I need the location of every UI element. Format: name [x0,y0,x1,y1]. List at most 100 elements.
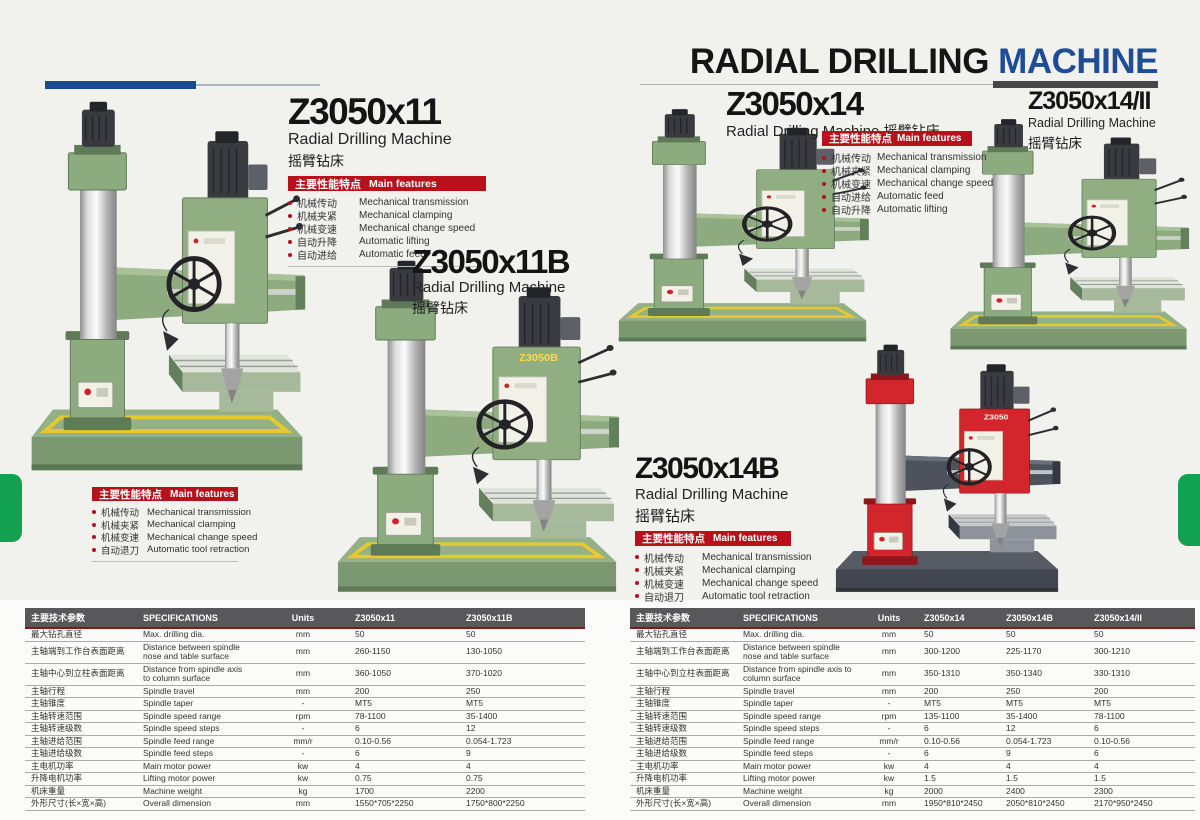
feature-item: 自动进给 Automatic feed [822,190,982,204]
bullet-icon [288,252,292,257]
feature-item: 机械变速 Mechanical change speed [288,222,498,237]
feature-en: Automatic tool retraction [147,544,250,556]
unit-cell: - [257,747,349,761]
table-row: 外形尺寸(长×宽×高) Overall dimension mm 1550*705*2… [25,797,585,811]
svg-text:Z3050B: Z3050B [519,354,558,364]
table-row: 主轴进给级数 Spindle feed steps -6 9 [25,747,585,761]
bullet-icon [822,181,826,186]
param-cn-cell: 主轴锥度 [630,697,737,711]
banner-cn: 主要性能特点 [295,178,361,191]
spec-cell: Spindle speed range [737,710,860,723]
table-row: 机床重量 Machine weight kg 2000 2400 2300 [630,785,1195,798]
value-cell: 200 [1088,685,1195,698]
param-cn-cell: 主轴转速范围 [25,710,137,723]
banner-cn: 主要性能特点 [99,488,162,501]
value-cell: 2400 [1000,785,1088,798]
unit-cell: mm [860,641,918,664]
feature-cn: 机械变速 [297,225,337,237]
value-cell: 2050*810*2450 [1000,797,1088,811]
header-blue-bar [45,81,196,89]
machine-photo-z3050x14b: Z3050 [828,338,1066,601]
value-cell: 6 [918,722,1000,736]
table-row: 主轴端到工作台表面距离 Distance between spindle nose… [630,641,1195,664]
table-row: 主电机功率 Main motor power kw 4 4 4 [630,760,1195,773]
table-header-cell: Z3050x14B [1000,608,1088,628]
value-cell: 135-1100 [918,710,1000,723]
value-cell: 78-1100 [1088,710,1195,723]
table-row: 主轴转速级数 Spindle speed steps -6 12 6 [630,722,1195,736]
product-block-z3050x11: Z3050x11 Radial Drilling Machine 摇臂钻床 主要… [288,93,498,268]
param-cn-cell: 主轴中心到立柱表面距离 [630,663,737,686]
param-cn-cell: 主轴行程 [630,685,737,698]
value-cell: 2170*950*2450 [1088,797,1195,811]
value-cell: 12 [1000,722,1088,736]
param-cn-cell: 主轴行程 [25,685,137,698]
param-cn-cell: 机床重量 [630,785,737,798]
feature-item: 机械变速 Mechanical change speed [822,177,993,191]
value-cell: 4 [918,760,1000,773]
bullet-icon [635,581,639,585]
feature-item: 自动升降 Automatic lifting [822,203,982,217]
value-cell: 0.054-1.723 [1000,735,1088,748]
value-cell: 200 [918,685,1000,698]
table-row: 主轴行程 Spindle travel mm 200 250 [25,685,585,698]
unit-cell: kw [257,760,349,773]
feature-cn: 机械传动 [297,199,337,211]
unit-cell: mm [257,685,349,698]
subtitle-en: Radial Drilling Machine [412,279,566,297]
table-header-cell: SPECIFICATIONS [137,608,257,628]
unit-cell: rpm [257,710,349,723]
spec-cell: Spindle taper [737,697,860,711]
value-cell: 4 [460,760,585,773]
spec-cell: Spindle travel [137,685,257,698]
feature-en: Mechanical change speed [147,531,258,543]
spec-cell: Max. drilling dia. [737,628,860,642]
unit-cell: mm [257,628,349,642]
feature-cn: 机械夹紧 [831,167,871,178]
value-cell: 0.10-0.56 [918,735,1000,748]
bullet-icon [288,213,292,218]
feature-cn: 机械变速 [644,579,684,591]
spec-cell: Machine weight [137,785,257,798]
value-cell: 9 [460,747,585,761]
value-cell: 6 [349,722,460,736]
feature-item: 机械夹紧 Mechanical clamping [92,519,252,532]
subtitle-cn: 摇臂钻床 [635,507,696,525]
value-cell: MT5 [349,697,460,711]
table-header-cell: 主要技术参数 [25,608,137,628]
bullet-icon [635,594,639,598]
feature-item: 自动进给 Automatic feed [288,248,498,262]
feature-cn: 机械传动 [644,553,684,565]
spec-cell: Spindle feed range [137,735,257,748]
value-cell: 200 [349,685,460,698]
value-cell: 6 [1088,722,1195,736]
param-cn-cell: 主轴锥度 [25,697,137,711]
feature-en: Mechanical clamping [877,165,971,176]
table-row: 最大钻孔直径 Max. drilling dia. mm 50 50 [25,628,585,642]
param-cn-cell: 主轴进给级数 [25,747,137,761]
unit-cell: - [257,697,349,711]
product-block-z3050x14ii: Z3050x14/II Radial Drilling Machine 摇臂钻床 [1028,89,1198,152]
value-cell: 130-1050 [460,641,585,664]
value-cell: 0.75 [349,772,460,786]
banner-en: Main features [897,133,962,144]
value-cell: 1550*705*2250 [349,797,460,811]
bullet-icon [822,207,826,212]
spec-cell: Spindle taper [137,697,257,711]
spec-cell: Main motor power [137,760,257,773]
table-row: 主轴进给级数 Spindle feed steps -6 9 6 [630,747,1195,761]
value-cell: 6 [918,747,1000,761]
unit-cell: mm [860,663,918,686]
value-cell: 50 [918,628,1000,642]
value-cell: 2300 [1088,785,1195,798]
table-header-cell: 主要技术参数 [630,608,737,628]
feature-item: 机械夹紧 Mechanical clamping [635,564,805,578]
param-cn-cell: 升降电机功率 [25,772,137,786]
param-cn-cell: 主轴端到工作台表面距离 [630,641,737,664]
machine-photo-z3050x14ii [942,113,1195,358]
feature-cn: 机械传动 [101,508,140,520]
banner-cn: 主要性能特点 [829,133,892,145]
unit-cell: mm [860,797,918,811]
product-block-z3050x14b: Z3050x14B Radial Drilling Machine 摇臂钻床 主… [635,454,818,609]
feature-en: Mechanical change speed [702,577,819,589]
